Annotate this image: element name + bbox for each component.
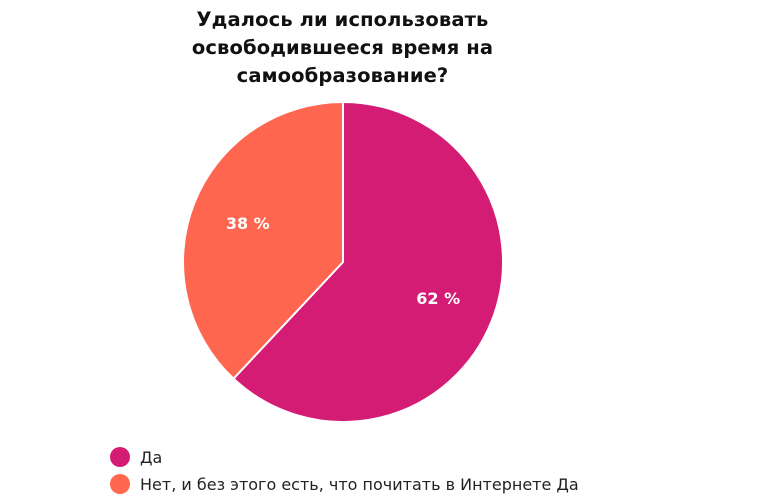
legend-marker-no <box>110 474 130 494</box>
pie-slice-no[interactable] <box>182 100 344 381</box>
legend-label-yes: Да <box>140 447 163 467</box>
legend-item-yes[interactable]: Да <box>110 446 750 468</box>
slice-label-no: 38 % <box>226 214 270 233</box>
legend-label-no: Нет, и без этого есть, что почитать в Ин… <box>140 474 579 494</box>
pie-labels: 62 % 38 % <box>226 214 460 308</box>
chart-title: Удалось ли использовать освободившееся в… <box>191 8 494 87</box>
pie-slice-yes[interactable] <box>232 100 504 423</box>
slice-label-yes: 62 % <box>416 289 460 308</box>
legend-item-no[interactable]: Нет, и без этого есть, что почитать в Ин… <box>110 473 750 495</box>
legend: Да Нет, и без этого есть, что почитать в… <box>110 446 750 500</box>
legend-marker-yes <box>110 447 130 467</box>
pie-slices <box>182 100 504 423</box>
